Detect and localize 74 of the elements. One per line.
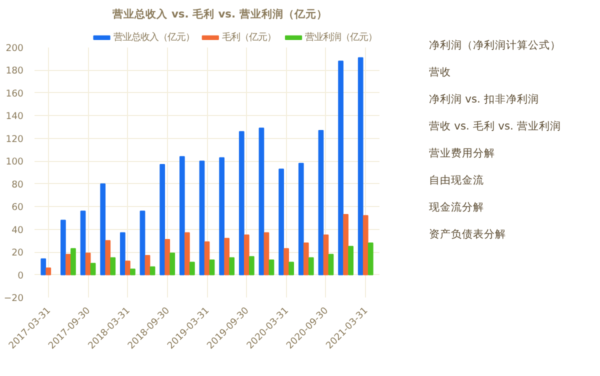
legend-label: 营业总收入（亿元） [113,32,194,44]
bar [150,266,156,276]
bar [224,238,230,276]
bar [40,258,46,276]
bar [60,220,66,276]
bar [258,128,264,276]
bar [144,254,150,276]
y-tick-label: 60 [12,202,24,214]
bar [323,234,329,276]
bar [308,257,314,276]
bar [268,260,274,276]
bar [66,254,71,276]
bar [238,131,244,276]
bar [199,160,205,276]
y-tick-label: 100 [6,156,24,168]
bar [368,242,374,276]
chart-title: 营业总收入 vs. 毛利 vs. 营业利润（亿元） [112,8,328,20]
y-tick-label: 80 [12,179,24,190]
bar [190,262,195,276]
bar [348,246,354,276]
bar [80,210,86,276]
text: 营收 vs. 毛利 vs. 营业利润 [428,120,561,133]
y-tick-label: 20 [12,248,24,259]
bar [229,257,235,276]
y-tick-label: 160 [6,88,24,100]
bar [90,262,96,276]
bar [303,242,309,276]
bar [358,57,364,276]
bar [179,156,185,276]
bar [100,183,106,276]
bar [125,260,130,276]
bar [46,267,52,276]
bar [298,162,304,276]
bar [130,268,136,276]
bar [284,248,289,276]
bar [264,232,270,276]
bar [164,239,170,276]
bar [140,210,146,276]
bar [343,214,348,276]
bar [219,157,224,276]
bar [70,248,76,276]
text: 资产负债表分解 [428,228,506,241]
bar [362,215,368,276]
legend-label: 营业利润（亿元） [305,32,378,44]
bar [318,130,324,276]
y-tick-label: 120 [6,134,24,145]
y-tick-label: 140 [6,111,24,122]
bar [105,240,111,276]
y-tick-label: 180 [6,66,24,77]
text: 营业费用分解 [428,146,495,160]
bar [244,234,250,276]
bar [288,262,294,276]
y-tick-label: −20 [4,293,24,304]
text: 营收 [428,66,451,79]
text: 自由现金流 [428,174,484,187]
text: 净利润（净利润计算公式） [428,38,561,52]
legend-label: 毛利（亿元） [222,32,276,44]
bar [328,254,334,276]
bar [160,164,166,276]
bar [209,260,215,276]
bar [278,168,284,276]
bar [184,232,190,276]
bar [85,252,91,276]
bar [204,241,210,276]
text: 现金流分解 [428,200,484,214]
bar [120,232,126,276]
text: 净利润 vs. 扣非净利润 [428,92,539,106]
y-tick-label: 40 [12,224,24,236]
bar [110,257,116,276]
bar [248,256,254,276]
bar [338,60,344,276]
bar [170,252,176,276]
y-tick-label: 200 [6,43,24,54]
y-tick-label: 0 [18,270,24,282]
